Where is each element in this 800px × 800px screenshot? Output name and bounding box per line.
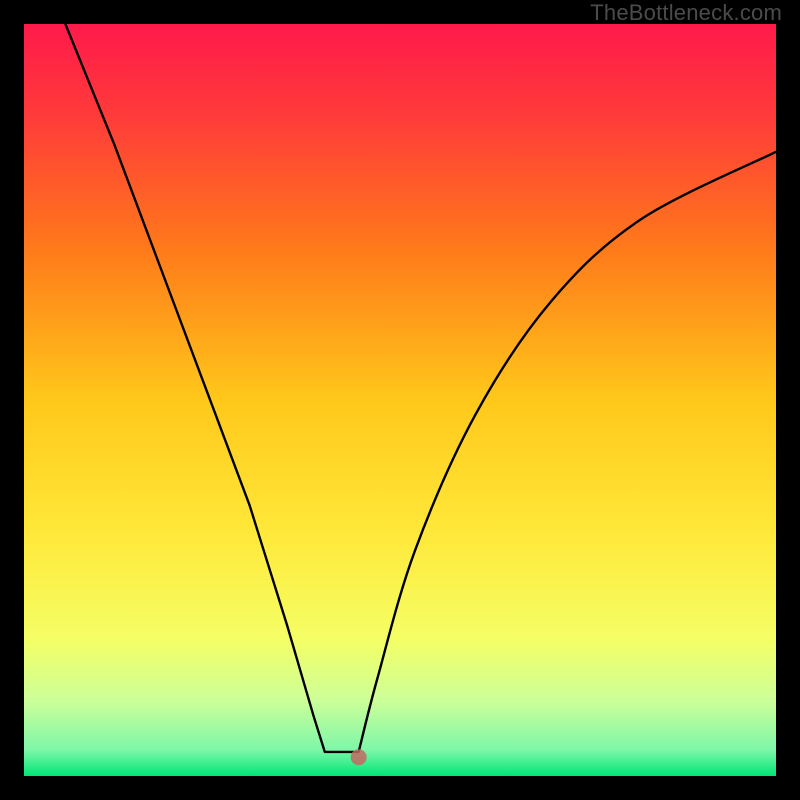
plot-area [24,24,776,776]
bottleneck-chart [0,0,800,800]
optimum-marker [351,749,367,765]
watermark-text: TheBottleneck.com [590,0,782,26]
chart-frame: TheBottleneck.com [0,0,800,800]
